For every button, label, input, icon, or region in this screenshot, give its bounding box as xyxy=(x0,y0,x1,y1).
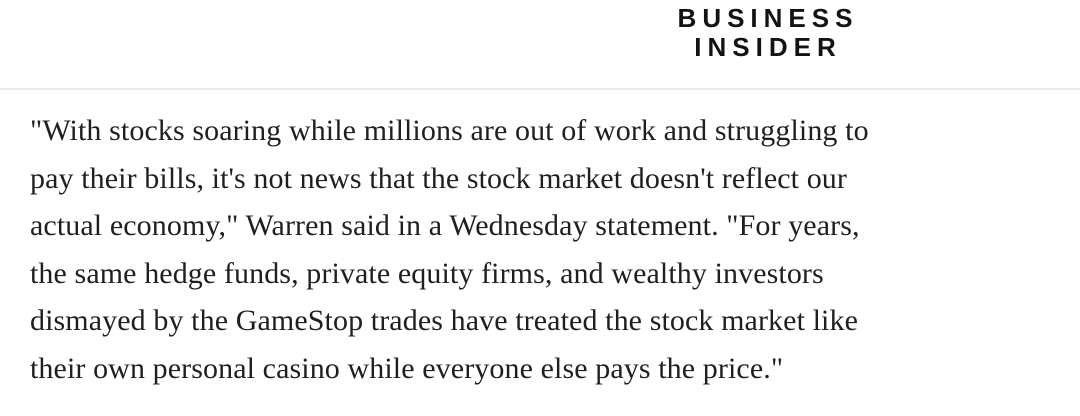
logo-line-1: BUSINESS xyxy=(677,3,859,33)
paragraph-line: their own personal casino while everyone… xyxy=(30,351,784,385)
paragraph-line: pay their bills, it's not news that the … xyxy=(30,161,847,195)
article-paragraph: "With stocks soaring while millions are … xyxy=(30,107,1050,393)
paragraph-line: actual economy," Warren said in a Wednes… xyxy=(30,209,860,243)
paragraph-line: "With stocks soaring while millions are … xyxy=(30,114,869,147)
masthead: BUSINESS INSIDER xyxy=(0,0,1080,88)
header-divider xyxy=(0,88,1080,90)
paragraph-line: dismayed by the GameStop trades have tre… xyxy=(30,304,858,338)
paragraph-line: the same hedge funds, private equity fir… xyxy=(30,256,824,290)
business-insider-logo[interactable]: BUSINESS INSIDER xyxy=(672,4,859,62)
article-body: "With stocks soaring while millions are … xyxy=(0,90,1080,393)
logo-line-2: INSIDER xyxy=(694,32,842,62)
